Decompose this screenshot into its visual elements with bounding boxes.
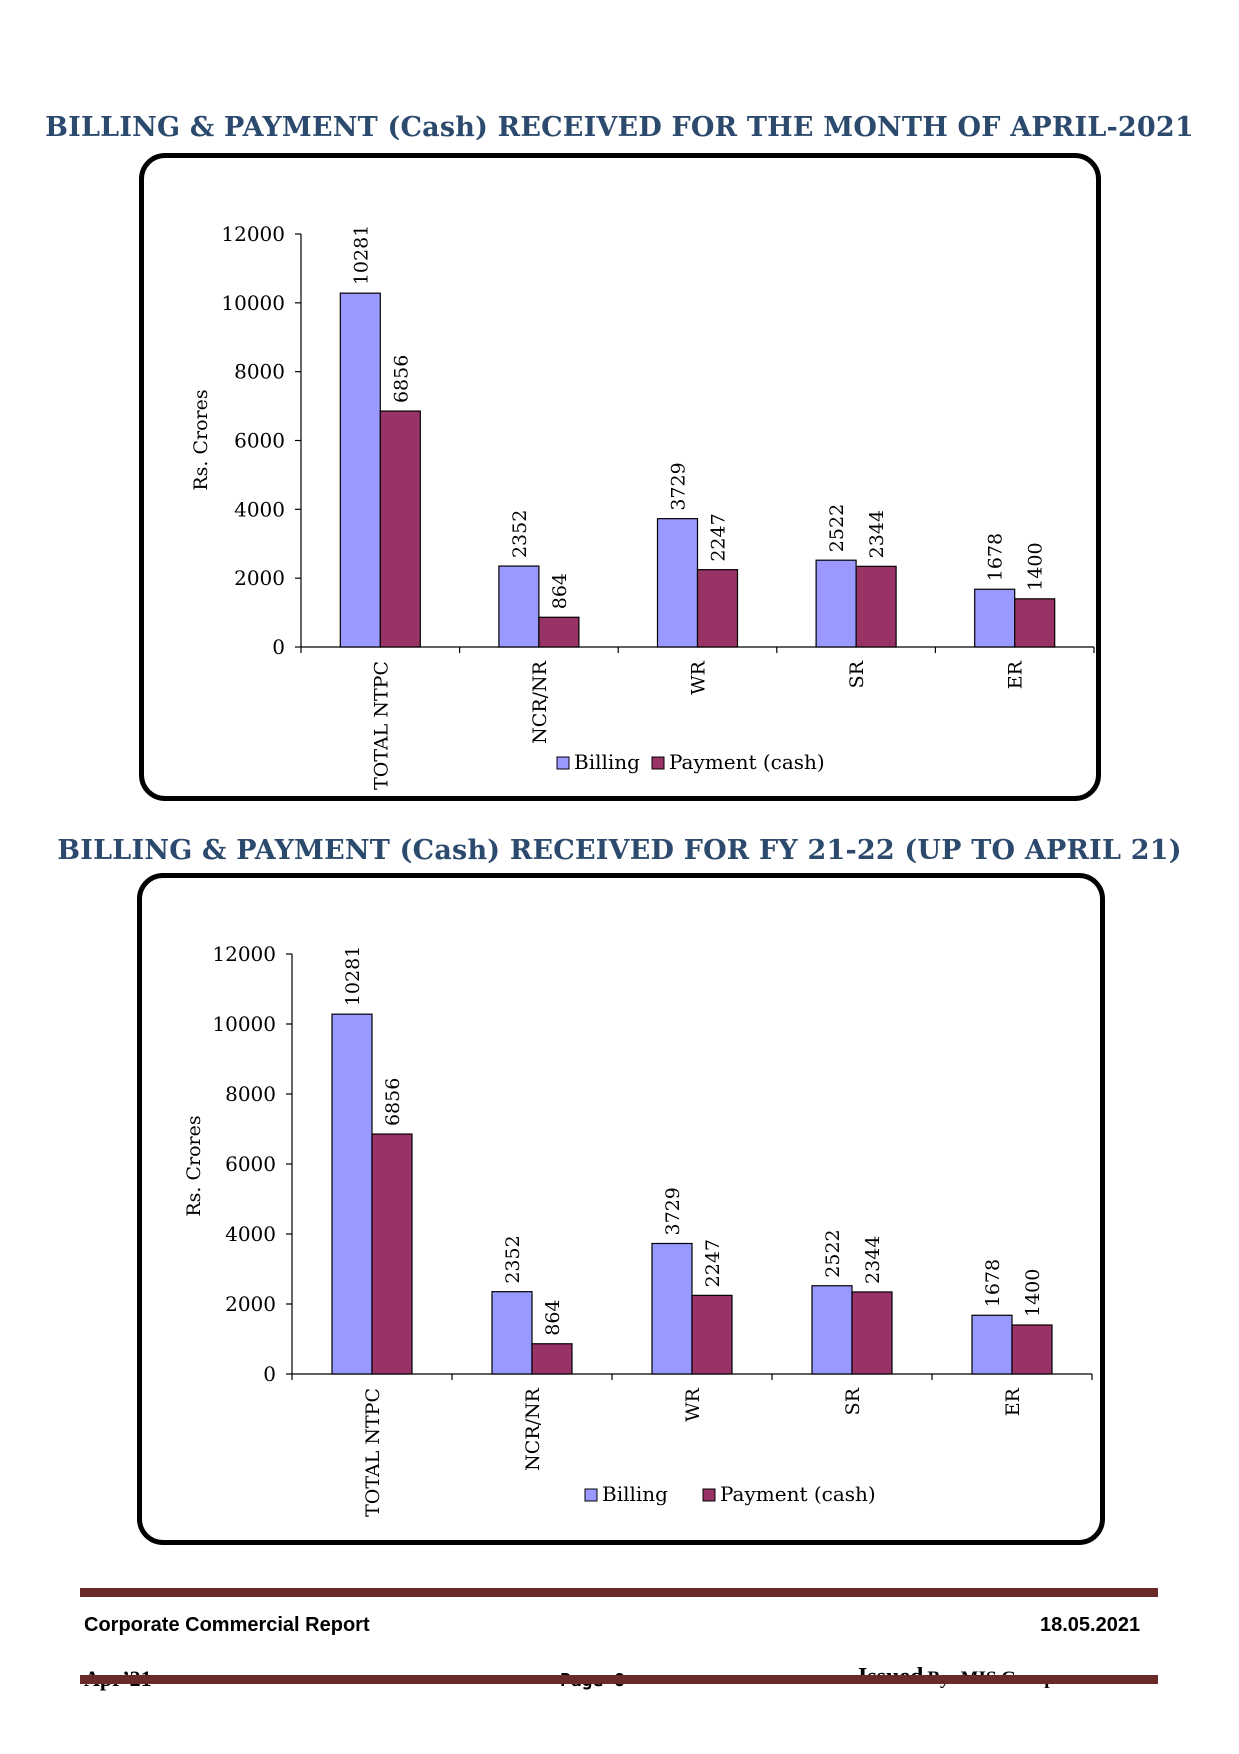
- bar-billing: [656, 518, 699, 648]
- y-tick-label: 4000: [225, 1222, 276, 1246]
- bar-data-label: 1400: [1025, 542, 1047, 590]
- x-category-label: SR: [846, 660, 868, 688]
- chart-2-svg: 0 2000 4000 6000 8000 10000 12000 Rs. Crores TOT…: [183, 942, 1093, 1517]
- bar-data-label: 3729: [668, 462, 690, 510]
- y-axis-title: Rs. Crores: [190, 389, 212, 490]
- bar-data-label: 3729: [662, 1187, 684, 1235]
- bar-data-label: 1400: [1022, 1269, 1044, 1317]
- legend-label: Payment (cash): [720, 1482, 876, 1506]
- bar-data-label: 2352: [509, 510, 531, 558]
- bar-billing: [974, 588, 1016, 648]
- y-tick-label: 0: [263, 1362, 276, 1386]
- chart-1-svg: 0 2000 4000 6000 8000 10000 12000 Rs. Crores TOT…: [190, 222, 1095, 790]
- bar-billing: [811, 1285, 853, 1375]
- report-date: 18.05.2021: [1040, 1614, 1141, 1636]
- bar-payment: [531, 1343, 573, 1375]
- y-axis-title: Rs. Crores: [183, 1115, 205, 1216]
- x-category-label: NCR/NR: [529, 660, 551, 743]
- bar-billing: [339, 292, 381, 648]
- chart-1-title: BILLING & PAYMENT (Cash) RECEIVED FOR TH…: [45, 112, 1194, 143]
- bar-data-label: 2344: [866, 510, 888, 558]
- bar-payment: [851, 1291, 893, 1375]
- legend-label: Billing: [602, 1482, 668, 1506]
- bar-data-label: 864: [542, 1299, 564, 1335]
- bar-billing: [498, 565, 540, 648]
- y-tick-label: 2000: [225, 1292, 276, 1316]
- chart-2-frame: 0 2000 4000 6000 8000 10000 12000 Rs. Crores TOT…: [137, 873, 1105, 1545]
- x-category-label: ER: [1005, 660, 1027, 689]
- y-tick-label: 2000: [234, 566, 285, 590]
- bar-billing: [331, 1013, 373, 1375]
- legend-swatch: [702, 1488, 716, 1502]
- legend-swatch: [584, 1488, 598, 1502]
- chart-2-title: BILLING & PAYMENT (Cash) RECEIVED FOR FY…: [57, 835, 1182, 866]
- legend-swatch: [651, 756, 665, 770]
- footer-bottom-rule: [80, 1675, 1158, 1684]
- bar-data-label: 10281: [350, 225, 372, 285]
- report-title: Corporate Commercial Report: [84, 1614, 370, 1636]
- bar-payment: [1011, 1324, 1053, 1375]
- y-tick-label: 10000: [221, 291, 285, 315]
- legend-label: Billing: [574, 750, 640, 774]
- bar-payment: [1014, 598, 1056, 648]
- y-tick-label: 4000: [234, 497, 285, 521]
- y-tick-label: 0: [272, 635, 285, 659]
- y-tick-label: 8000: [234, 360, 285, 384]
- x-category-label: WR: [682, 1387, 704, 1422]
- x-category-label: TOTAL NTPC: [362, 1388, 384, 1517]
- footer-top-rule: [80, 1588, 1158, 1597]
- legend-swatch: [556, 756, 570, 770]
- y-tick-label: 6000: [225, 1152, 276, 1176]
- y-tick-label: 12000: [221, 222, 285, 246]
- bar-data-label: 2247: [708, 513, 730, 561]
- bar-data-label: 2344: [862, 1236, 884, 1284]
- y-tick-label: 12000: [212, 942, 276, 966]
- x-category-label: NCR/NR: [522, 1387, 544, 1470]
- bar-data-label: 10281: [342, 946, 364, 1006]
- x-category-label: ER: [1002, 1387, 1024, 1416]
- y-tick-label: 10000: [212, 1012, 276, 1036]
- x-category-label: TOTAL NTPC: [370, 661, 392, 790]
- chart-1-frame: 0 2000 4000 6000 8000 10000 12000 Rs. Crores TOT…: [139, 153, 1101, 801]
- bar-data-label: 6856: [382, 1078, 404, 1126]
- bar-data-label: 6856: [390, 355, 412, 403]
- y-tick-label: 8000: [225, 1082, 276, 1106]
- bar-billing: [815, 559, 857, 648]
- bar-billing: [491, 1291, 533, 1375]
- bar-payment: [379, 410, 421, 648]
- bar-data-label: 2247: [702, 1239, 724, 1287]
- bar-data-label: 2522: [822, 1229, 844, 1277]
- bar-data-label: 2352: [502, 1235, 524, 1283]
- bar-payment: [691, 1294, 733, 1375]
- bar-data-label: 1678: [985, 533, 1007, 581]
- bar-payment: [696, 569, 739, 648]
- bar-payment: [538, 616, 580, 648]
- legend-label: Payment (cash): [669, 750, 825, 774]
- x-category-label: SR: [842, 1387, 864, 1415]
- bar-data-label: 864: [549, 573, 571, 609]
- bar-payment: [855, 565, 897, 648]
- bar-data-label: 1678: [982, 1259, 1004, 1307]
- y-tick-label: 6000: [234, 429, 285, 453]
- bar-data-label: 2522: [826, 504, 848, 552]
- x-category-label: WR: [688, 660, 710, 695]
- bar-payment: [371, 1133, 413, 1375]
- bar-billing: [971, 1314, 1013, 1375]
- bar-billing: [651, 1242, 693, 1375]
